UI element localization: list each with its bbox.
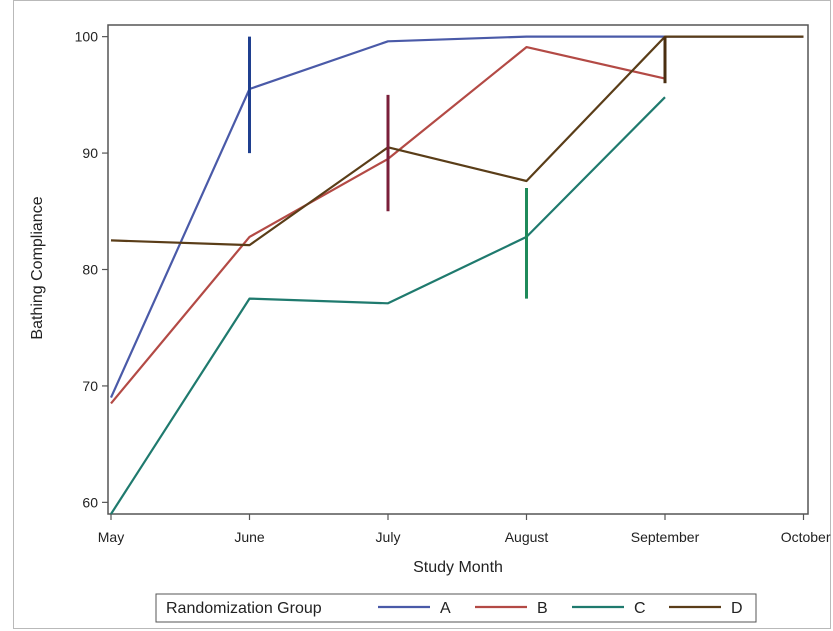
y-tick-label: 80 — [82, 262, 98, 278]
x-tick-label: May — [98, 529, 124, 545]
legend-entries: A B C D — [378, 600, 743, 617]
x-axis-ticks: May June July August September October — [98, 514, 831, 545]
x-tick-label: June — [234, 529, 265, 545]
y-tick-label: 90 — [82, 145, 98, 161]
y-axis-ticks: 60 70 80 90 100 — [75, 29, 108, 510]
y-tick-label: 60 — [82, 494, 98, 510]
legend-box — [155, 593, 757, 623]
series-lines — [109, 35, 804, 515]
series-line-d — [110, 35, 804, 247]
y-tick-label: 100 — [75, 29, 99, 45]
legend-label-a: A — [440, 600, 451, 617]
x-axis-label: Study Month — [413, 559, 503, 576]
legend: Randomization Group A B C D — [155, 593, 757, 623]
legend-label-c: C — [634, 600, 646, 617]
series-line-a — [109, 35, 804, 399]
legend-title: Randomization Group — [166, 600, 322, 617]
y-axis-label: Bathing Compliance — [29, 196, 46, 339]
x-tick-label: September — [631, 529, 700, 545]
vertical-markers — [248, 36, 667, 299]
x-tick-label: July — [376, 529, 401, 545]
legend-label-d: D — [731, 600, 743, 617]
x-tick-label: October — [781, 529, 831, 545]
x-tick-label: August — [505, 529, 549, 545]
series-line-c — [110, 96, 666, 515]
y-tick-label: 70 — [82, 378, 98, 394]
chart-frame — [13, 0, 831, 629]
legend-label-b: B — [537, 600, 548, 617]
